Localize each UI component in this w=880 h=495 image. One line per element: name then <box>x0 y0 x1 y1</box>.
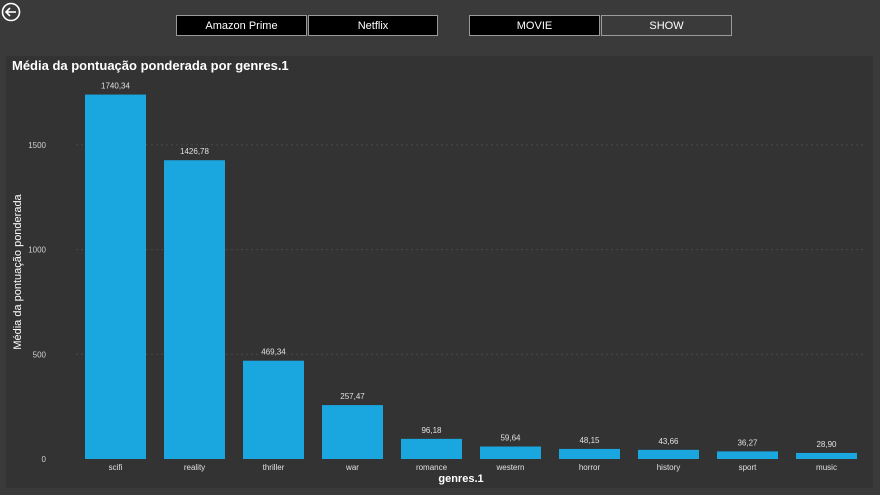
back-arrow-icon[interactable] <box>1 2 21 22</box>
bar <box>164 160 225 459</box>
y-tick-label: 0 <box>42 455 47 464</box>
data-label: 96,18 <box>421 426 442 435</box>
data-label: 43,66 <box>658 437 679 446</box>
x-tick-label: scifi <box>109 463 123 472</box>
x-tick-label: history <box>657 463 681 472</box>
bar <box>717 451 778 459</box>
x-tick-label: thriller <box>263 463 285 472</box>
x-tick-label: romance <box>416 463 448 472</box>
bar <box>559 448 620 459</box>
data-label: 59,64 <box>500 434 521 443</box>
x-tick-label: war <box>345 463 359 472</box>
chart-panel: Média da pontuação ponderada por genres.… <box>6 56 873 488</box>
x-tick-label: music <box>816 463 837 472</box>
data-label: 1426,78 <box>180 147 209 156</box>
x-tick-label: horror <box>579 463 601 472</box>
bar <box>480 446 541 459</box>
data-label: 469,34 <box>261 348 286 357</box>
bar <box>322 405 383 459</box>
data-label: 28,90 <box>816 440 837 449</box>
filter-movie-button[interactable]: MOVIE <box>469 15 600 36</box>
data-label: 36,27 <box>737 438 758 447</box>
x-axis-label: genres.1 <box>438 473 483 485</box>
data-label: 257,47 <box>340 392 365 401</box>
filter-netflix-button[interactable]: Netflix <box>308 15 438 36</box>
y-tick-label: 1500 <box>28 141 46 150</box>
bar <box>796 452 857 459</box>
filter-amazon-prime-button[interactable]: Amazon Prime <box>176 15 307 36</box>
bar <box>401 438 462 459</box>
x-tick-label: sport <box>739 463 758 472</box>
y-tick-label: 500 <box>33 350 47 359</box>
x-tick-label: reality <box>184 463 205 472</box>
filter-show-button[interactable]: SHOW <box>601 15 732 36</box>
bar <box>85 94 146 459</box>
y-tick-label: 1000 <box>28 246 46 255</box>
bar <box>243 360 304 459</box>
y-axis-label: Média da pontuação ponderada <box>12 193 24 349</box>
x-tick-label: western <box>495 463 524 472</box>
bar-chart: 0 500 1000 1500 Média da pontuação ponderada… <box>12 82 866 485</box>
data-label: 1740,34 <box>101 82 130 91</box>
bar <box>638 449 699 459</box>
data-label: 48,15 <box>579 436 600 445</box>
chart-title: Média da pontuação ponderada por genres.… <box>12 58 289 73</box>
